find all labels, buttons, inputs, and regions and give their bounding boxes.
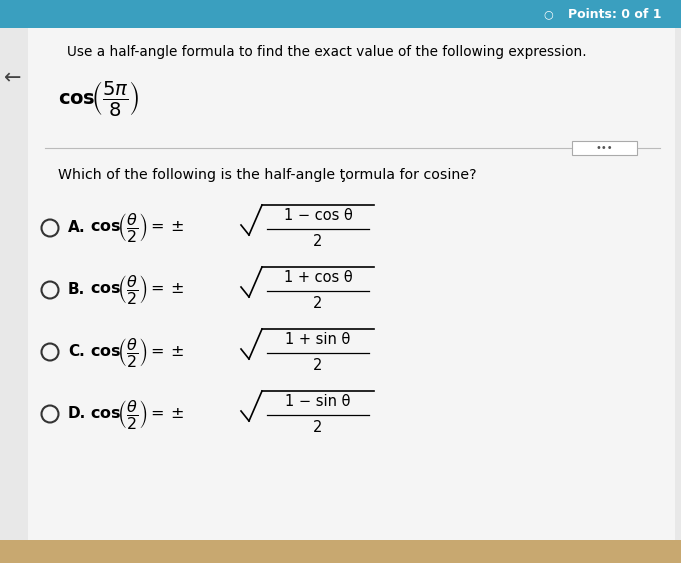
Text: C.: C. xyxy=(68,345,84,360)
Text: $\mathbf{cos}\!\left(\dfrac{\theta}{2}\right) = \pm$: $\mathbf{cos}\!\left(\dfrac{\theta}{2}\r… xyxy=(90,397,184,431)
Text: 1 + cos θ: 1 + cos θ xyxy=(284,270,352,285)
Text: •••: ••• xyxy=(595,143,613,153)
Text: 1 − cos θ: 1 − cos θ xyxy=(283,208,352,224)
Text: $\mathbf{cos}\!\left(\dfrac{\theta}{2}\right) = \pm$: $\mathbf{cos}\!\left(\dfrac{\theta}{2}\r… xyxy=(90,274,184,306)
Text: B.: B. xyxy=(68,283,85,297)
Text: 2: 2 xyxy=(313,297,323,311)
Text: 1 + sin θ: 1 + sin θ xyxy=(285,333,351,347)
Text: 2: 2 xyxy=(313,235,323,249)
Text: ←: ← xyxy=(4,68,22,88)
Text: $\mathbf{cos}\!\left(\dfrac{5\pi}{8}\right)$: $\mathbf{cos}\!\left(\dfrac{5\pi}{8}\rig… xyxy=(58,78,140,118)
Text: 2: 2 xyxy=(313,359,323,373)
Bar xyxy=(0,540,681,563)
Text: Which of the following is the half-angle ƫormula for cosine?: Which of the following is the half-angle… xyxy=(58,168,477,182)
Text: Points: 0 of 1: Points: 0 of 1 xyxy=(568,7,662,20)
Text: $\mathbf{cos}\!\left(\dfrac{\theta}{2}\right) = \pm$: $\mathbf{cos}\!\left(\dfrac{\theta}{2}\r… xyxy=(90,336,184,369)
Text: 1 − sin θ: 1 − sin θ xyxy=(285,395,351,409)
Text: ○: ○ xyxy=(543,9,553,19)
Text: $\mathbf{cos}\!\left(\dfrac{\theta}{2}\right) = \pm$: $\mathbf{cos}\!\left(\dfrac{\theta}{2}\r… xyxy=(90,212,184,244)
Text: 2: 2 xyxy=(313,421,323,436)
Bar xyxy=(0,0,681,28)
Text: Use a half-angle formula to find the exact value of the following expression.: Use a half-angle formula to find the exa… xyxy=(67,45,586,59)
Text: D.: D. xyxy=(68,406,86,422)
Text: A.: A. xyxy=(68,221,86,235)
Bar xyxy=(572,141,637,155)
